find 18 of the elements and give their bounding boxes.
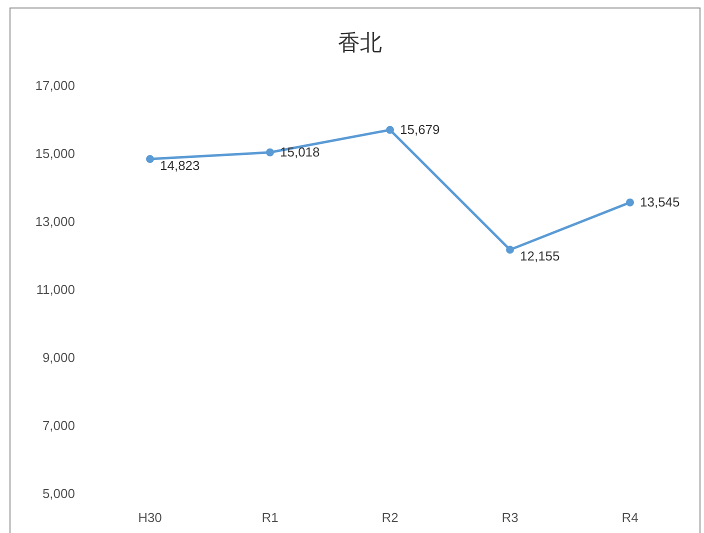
ytick: 17,000	[35, 78, 75, 93]
title: 香北	[338, 30, 382, 55]
data-label: 15,679	[400, 122, 440, 137]
ytick: 15,000	[35, 146, 75, 161]
ytick: 5,000	[42, 486, 75, 501]
data-label: 12,155	[520, 248, 560, 264]
data-label: 14,823	[160, 158, 200, 174]
xtick: R3	[502, 510, 518, 525]
data-label: 15,018	[280, 144, 320, 160]
ytick: 7,000	[42, 418, 75, 433]
ytick: 9,000	[42, 350, 75, 365]
ytick: 13,000	[35, 214, 75, 229]
xtick: R4	[622, 510, 638, 525]
data-label: 13,545	[640, 194, 680, 210]
ytick: 11,000	[36, 282, 75, 297]
xtick: H30	[138, 510, 162, 525]
xtick: R2	[382, 510, 398, 525]
xtick: R1	[262, 510, 278, 525]
